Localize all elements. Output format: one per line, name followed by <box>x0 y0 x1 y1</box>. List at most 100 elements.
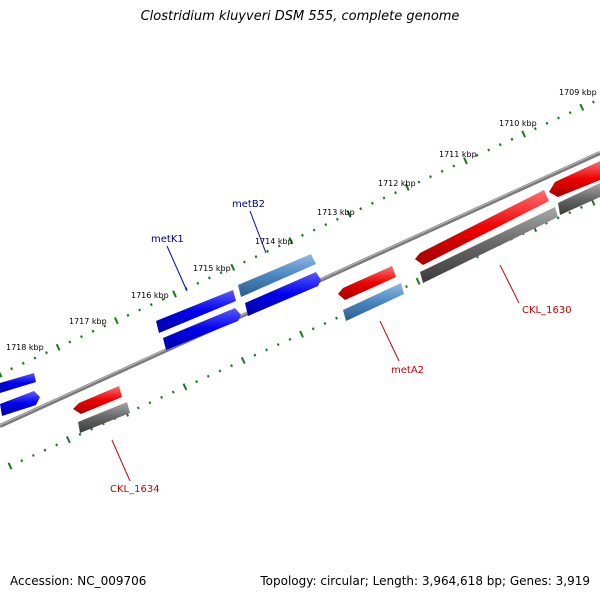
gene-CKL-1630-gray[interactable] <box>420 207 558 283</box>
outer-ruler-minor-tick <box>277 244 281 248</box>
inner-ruler-minor-tick <box>78 432 82 436</box>
inner-ruler-major-tick <box>415 277 421 285</box>
inner-ruler-minor-tick <box>311 327 315 331</box>
inner-ruler-minor-tick <box>405 285 408 289</box>
gene-blue-mid-lower[interactable] <box>163 308 241 350</box>
gene-gray-far-right[interactable] <box>558 183 600 215</box>
inner-ruler-major-tick <box>65 435 71 444</box>
outer-ruler-minor-tick <box>219 271 223 275</box>
gene-blue-left-lower[interactable] <box>0 391 40 416</box>
outer-ruler-minor-tick <box>161 297 165 301</box>
inner-ruler-major-tick <box>7 462 13 470</box>
inner-ruler-minor-tick <box>136 406 140 410</box>
tick-label-1715: 1715 kbp <box>193 264 231 273</box>
tick-label-1713: 1713 kbp <box>317 208 355 217</box>
inner-ruler-major-tick <box>299 330 304 338</box>
outer-ruler-minor-tick <box>475 153 479 157</box>
gene-label-metA2[interactable]: metA2 <box>391 365 424 376</box>
gene-metA2-red[interactable] <box>338 266 396 300</box>
outer-ruler-minor-tick <box>545 121 549 125</box>
tick-label-1712: 1712 kbp <box>378 179 416 188</box>
gene-label-CKL-1634[interactable]: CKL_1634 <box>110 484 160 495</box>
gene-CKL-1630-red[interactable] <box>415 190 549 265</box>
inner-ruler-minor-tick <box>20 459 24 463</box>
gene-metA2-steel[interactable] <box>343 283 404 321</box>
outer-ruler-minor-tick <box>429 175 432 179</box>
outer-ruler-major-tick <box>113 317 119 325</box>
inner-ruler-minor-tick <box>568 211 572 215</box>
inner-ruler-minor-tick <box>335 316 338 320</box>
inner-ruler-major-tick <box>182 383 188 391</box>
gene-blue-right-lower[interactable] <box>245 272 321 316</box>
outer-ruler-major-tick <box>230 263 236 271</box>
outer-ruler-minor-tick <box>80 335 83 339</box>
outer-ruler-minor-tick <box>266 249 270 253</box>
genome-summary-text: Topology: circular; Length: 3,964,618 bp… <box>260 574 590 588</box>
outer-ruler-minor-tick <box>452 164 456 168</box>
outer-ruler-major-tick <box>404 183 410 191</box>
inner-ruler-minor-tick <box>43 448 47 452</box>
outer-ruler-minor-tick <box>103 324 107 328</box>
outer-ruler-minor-tick <box>196 281 200 285</box>
gene-blue-left-upper[interactable] <box>0 373 36 393</box>
inner-ruler-minor-tick <box>55 443 59 447</box>
outer-ruler-minor-tick <box>557 116 560 120</box>
inner-ruler-minor-tick <box>171 390 175 394</box>
outer-ruler-minor-tick <box>394 191 398 195</box>
outer-ruler-minor-tick <box>440 169 444 173</box>
outer-ruler-major-tick <box>579 103 585 111</box>
inner-ruler-minor-tick <box>265 348 268 352</box>
outer-ruler-major-tick <box>55 343 61 351</box>
outer-ruler-minor-tick <box>370 201 374 205</box>
outer-ruler-major-tick <box>0 371 3 378</box>
outer-ruler-minor-tick <box>324 223 328 227</box>
inner-ruler-major-tick <box>240 356 246 365</box>
outer-ruler-minor-tick <box>498 143 502 147</box>
gene-label-CKL-1630[interactable]: CKL_1630 <box>522 305 572 316</box>
inner-ruler-minor-tick <box>148 401 152 405</box>
outer-ruler-minor-tick <box>417 180 421 184</box>
gene-label-metB2[interactable]: metB2 <box>232 199 265 210</box>
outer-ruler-minor-tick <box>301 233 304 237</box>
leader-CKL-1630 <box>499 264 520 304</box>
outer-ruler-minor-tick <box>533 127 537 131</box>
leader-metB2 <box>249 210 267 254</box>
inner-ruler-minor-tick <box>276 343 280 347</box>
gene-label-metK1[interactable]: metK1 <box>151 234 184 245</box>
inner-ruler-minor-tick <box>195 380 199 384</box>
tick-labels: 1709 kbp 1710 kbp 1711 kbp 1712 kbp 1713… <box>6 88 597 352</box>
gene-CKL-1634-red[interactable] <box>73 386 122 414</box>
gene-metB2-steel[interactable] <box>238 254 316 297</box>
gene-CKL-1634-gray[interactable] <box>78 402 130 433</box>
outer-ruler-minor-tick <box>21 361 25 365</box>
inner-ruler-minor-tick <box>288 337 292 341</box>
outer-ruler-minor-tick <box>149 303 153 307</box>
inner-ruler-minor-tick <box>253 353 257 357</box>
tick-label-1714: 1714 kbp <box>255 237 293 246</box>
inner-ruler-minor-tick <box>31 453 35 457</box>
inner-ruler-minor-tick <box>556 216 560 220</box>
outer-ruler-minor-tick <box>45 351 48 355</box>
tick-label-1717: 1717 kbp <box>69 317 107 326</box>
outer-ruler-major-tick <box>521 130 527 138</box>
outer-ruler <box>0 100 595 378</box>
tick-label-1716: 1716 kbp <box>131 291 169 300</box>
outer-ruler-major-tick <box>346 210 352 218</box>
map-title: Clostridium kluyveri DSM 555, complete g… <box>140 9 460 24</box>
outer-ruler-minor-tick <box>312 228 316 232</box>
gene-red-far-right[interactable] <box>549 161 600 197</box>
leader-CKL-1634 <box>111 439 131 482</box>
outer-ruler-minor-tick <box>126 313 130 317</box>
outer-ruler-minor-tick <box>68 340 72 344</box>
outer-ruler-minor-tick <box>335 217 339 221</box>
outer-ruler-minor-tick <box>91 329 95 333</box>
outer-ruler-major-tick <box>172 290 177 298</box>
inner-ruler-minor-tick <box>579 205 583 209</box>
outer-ruler-minor-tick <box>254 255 258 259</box>
tick-label-1709: 1709 kbp <box>559 88 597 97</box>
outer-ruler-minor-tick <box>138 308 142 312</box>
gene-metK1-upper[interactable] <box>156 290 236 333</box>
tick-label-1710: 1710 kbp <box>499 119 537 128</box>
outer-ruler-minor-tick <box>510 137 514 141</box>
